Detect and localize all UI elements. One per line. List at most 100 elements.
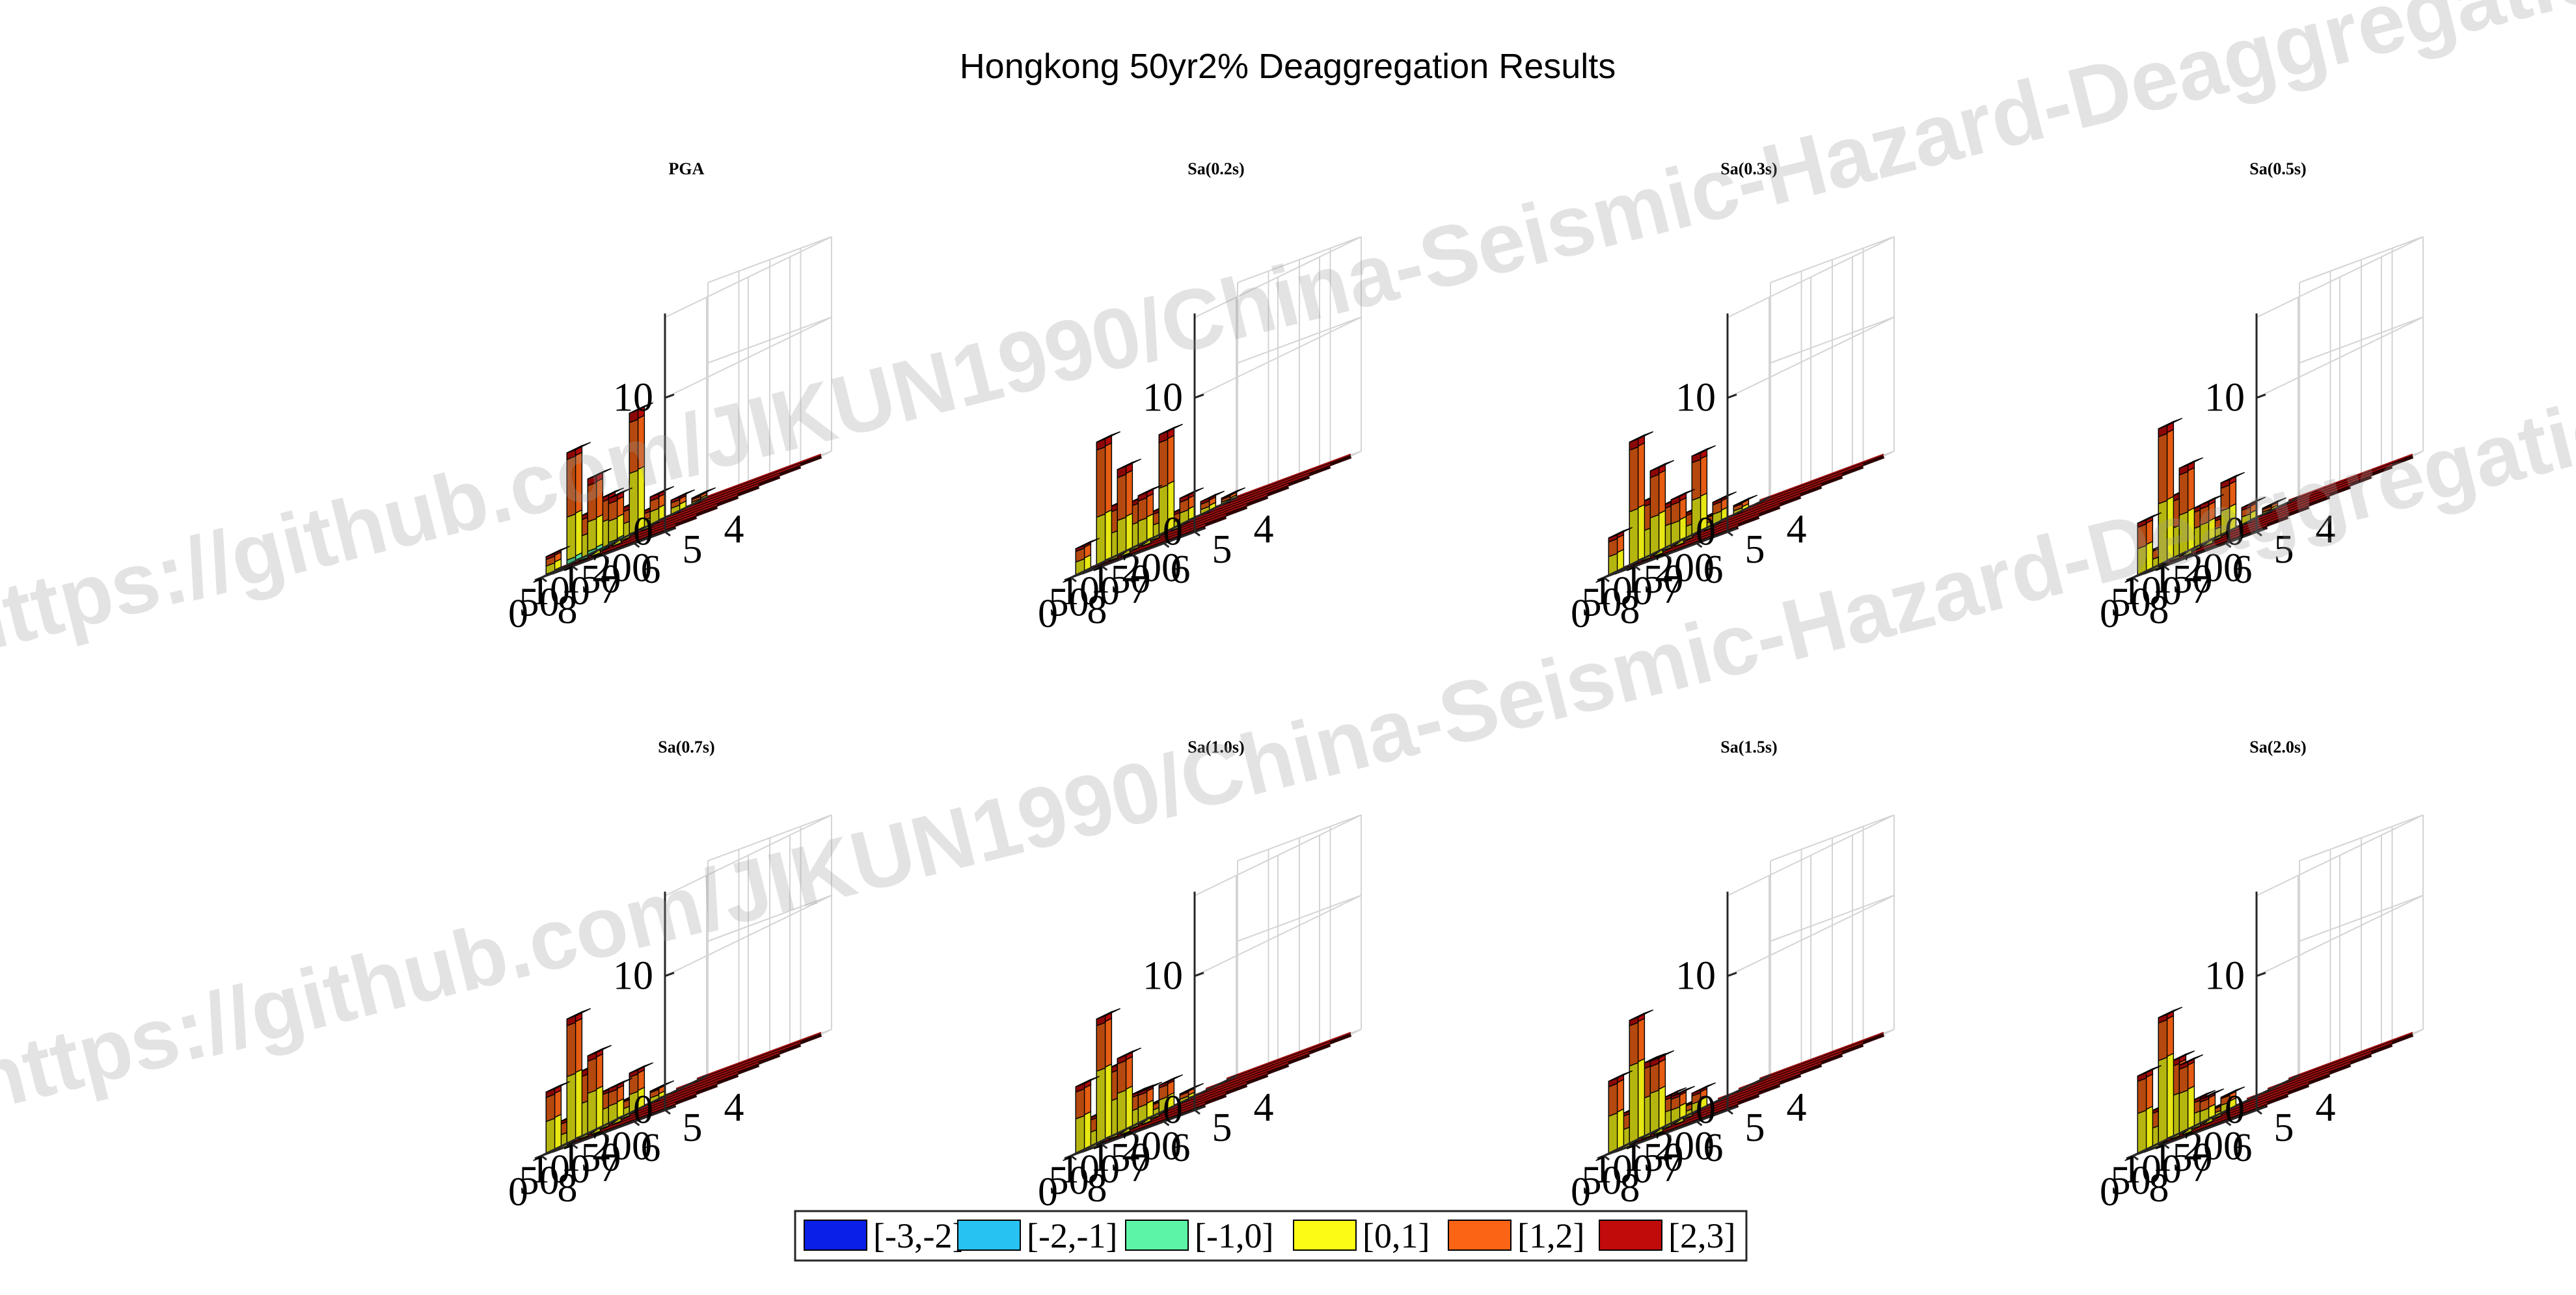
distance-tick-mark	[664, 531, 671, 537]
magnitude-tick-mark	[2126, 576, 2134, 581]
magnitude-tick-label: 8	[558, 1166, 578, 1210]
distance-tick-label: 50	[519, 580, 560, 624]
bar-top	[587, 468, 612, 480]
bar	[566, 442, 591, 567]
distance-tick-label: 200	[1654, 546, 1715, 591]
distance-tick-label: 200	[2183, 546, 2244, 591]
magnitude-tick-mark	[1680, 1114, 1688, 1119]
bar	[1075, 537, 1100, 576]
z-tick-label: 0	[2225, 510, 2245, 554]
magnitude-tick-mark	[1230, 496, 1238, 501]
magnitude-tick-mark	[617, 536, 625, 541]
distance-tick-mark	[1101, 1143, 1108, 1149]
bar-top	[2170, 1050, 2195, 1062]
distance-tick-mark	[2225, 1120, 2232, 1127]
distance-tick-label: 50	[2111, 1158, 2151, 1203]
bar	[2137, 512, 2162, 576]
magnitude-tick-label: 6	[1703, 1126, 1724, 1170]
magnitude-tick-mark	[659, 1094, 667, 1099]
distance-tick-label: 200	[1121, 546, 1182, 591]
magnitude-tick-label: 6	[1703, 548, 1724, 592]
legend-swatch	[1293, 1220, 1357, 1251]
distance-tick-mark	[633, 542, 640, 548]
z-tick-mark	[1194, 394, 1204, 399]
magnitude-tick-mark	[1638, 1134, 1646, 1140]
magnitude-tick-label: 7	[1129, 1146, 1149, 1190]
magnitude-tick-mark	[1597, 576, 1605, 581]
bar-top	[1158, 423, 1184, 435]
bar	[1733, 494, 1758, 516]
magnitude-tick-mark	[2167, 556, 2175, 561]
magnitude-tick-label: 7	[599, 1146, 619, 1190]
distance-tick-label: 0	[508, 592, 528, 636]
distance-tick-mark	[1163, 1120, 1170, 1127]
bar-segment	[2137, 1077, 2147, 1115]
bar	[1096, 431, 1121, 567]
bar-top	[587, 1045, 612, 1056]
magnitude-tick-mark	[576, 1134, 584, 1140]
floor-stripe-edge	[1759, 1032, 1884, 1079]
bar-top	[2178, 457, 2204, 469]
distance-tick-label: 100	[1059, 569, 1120, 613]
bar-segment	[1117, 474, 1127, 522]
legend-swatch	[1448, 1220, 1512, 1251]
floor-stripe-edge	[1227, 453, 1351, 501]
distance-tick-label: 100	[1592, 1147, 1653, 1192]
bar-top	[2241, 496, 2266, 509]
bar-top	[1712, 491, 1737, 503]
bar-segment	[1670, 501, 1681, 525]
bar	[629, 402, 654, 536]
bar-top	[2158, 1006, 2183, 1019]
bar	[2199, 494, 2225, 546]
bar	[1096, 1008, 1121, 1145]
bar-segment	[566, 1022, 576, 1078]
bar-top	[608, 487, 633, 499]
magnitude-tick-label: 5	[683, 1106, 703, 1150]
panel-title: Sa(1.5s)	[1720, 738, 1777, 756]
distance-tick-mark	[1132, 554, 1139, 559]
bar-top	[2178, 1054, 2204, 1066]
grid-line	[664, 316, 832, 399]
distance-tick-mark	[1163, 542, 1170, 548]
distance-tick-label: 100	[1592, 569, 1653, 613]
bar-top	[1200, 490, 1225, 502]
legend-label: [-1,0]	[1195, 1216, 1273, 1255]
magnitude-tick-mark	[534, 576, 542, 581]
floor-stripe	[1613, 524, 1739, 575]
distance-tick-label: 150	[1623, 557, 1684, 602]
floor-stripe	[1080, 1102, 1206, 1153]
floor-stripe-edge	[697, 453, 822, 501]
magnitude-tick-label: 5	[1745, 527, 1765, 572]
magnitude-tick-label: 6	[1171, 1126, 1191, 1170]
legend-item: [2,3]	[1599, 1216, 1735, 1255]
bar-segment	[1629, 1061, 1639, 1145]
distance-tick-label: 100	[530, 1147, 590, 1192]
bar-top	[649, 1080, 675, 1092]
magnitude-tick-label: 4	[724, 507, 744, 552]
bar-segment	[1629, 1022, 1639, 1067]
bar-segment	[1158, 438, 1169, 489]
z-tick-label: 10	[1143, 376, 1183, 420]
distance-tick-label: 200	[2183, 1125, 2244, 1169]
z-tick-mark	[2256, 972, 2266, 978]
bar	[1137, 485, 1163, 546]
magnitude-tick-label: 7	[1662, 1146, 1682, 1190]
z-tick-label: 10	[2204, 376, 2245, 420]
bar	[2158, 418, 2183, 567]
bar	[545, 1081, 571, 1155]
bar-segment	[2158, 1056, 2168, 1145]
z-tick-mark	[1727, 527, 1737, 533]
z-tick-mark	[664, 527, 675, 533]
bar-top	[1179, 1083, 1204, 1095]
magnitude-tick-label: 4	[1787, 1086, 1807, 1130]
magnitude-tick-label: 8	[2149, 588, 2169, 632]
magnitude-tick-label: 4	[2316, 1086, 2336, 1130]
magnitude-tick-mark	[576, 556, 584, 561]
bar-top	[2137, 1065, 2162, 1076]
magnitude-tick-label: 6	[641, 1126, 661, 1170]
magnitude-tick-label: 7	[2191, 568, 2211, 612]
bar-top	[608, 1077, 633, 1089]
distance-tick-label: 0	[1571, 592, 1591, 636]
distance-tick-label: 200	[591, 1125, 652, 1169]
bar-top	[1691, 1082, 1716, 1094]
